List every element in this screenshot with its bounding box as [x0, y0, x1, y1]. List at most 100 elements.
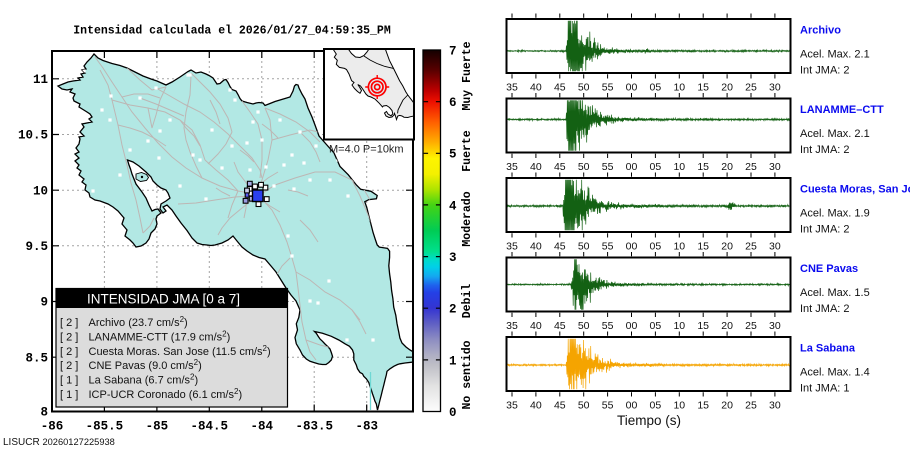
svg-text:-83.5: -83.5: [295, 420, 333, 434]
svg-text:6: 6: [449, 96, 457, 110]
svg-text:25: 25: [745, 82, 757, 94]
svg-text:Debil: Debil: [461, 284, 474, 319]
svg-text:00: 00: [626, 400, 638, 412]
svg-text:8.5: 8.5: [25, 351, 48, 365]
svg-text:Moderado: Moderado: [461, 191, 474, 246]
svg-text:35: 35: [506, 82, 518, 94]
svg-text:35: 35: [506, 161, 518, 173]
svg-text:20: 20: [721, 82, 733, 94]
svg-text:5: 5: [449, 148, 457, 162]
svg-text:[ 1 ]: [ 1 ]: [60, 375, 78, 387]
svg-text:10: 10: [673, 82, 685, 94]
svg-text:20: 20: [721, 400, 733, 412]
svg-text:2: 2: [449, 303, 457, 317]
svg-text:45: 45: [554, 82, 566, 94]
svg-text:50: 50: [578, 320, 590, 332]
svg-text:55: 55: [602, 241, 614, 253]
svg-text:55: 55: [602, 82, 614, 94]
svg-text:Intensidad calculada el 2026/0: Intensidad calculada el 2026/01/27_04:59…: [73, 25, 391, 38]
svg-text:3: 3: [449, 251, 457, 265]
svg-text:M=4.0 P=10km: M=4.0 P=10km: [329, 144, 404, 156]
svg-text:Int JMA: 2: Int JMA: 2: [800, 144, 850, 156]
svg-text:Int JMA: 2: Int JMA: 2: [800, 223, 850, 235]
svg-text:40: 40: [530, 161, 542, 173]
svg-text:15: 15: [697, 82, 709, 94]
svg-text:35: 35: [506, 241, 518, 253]
svg-text:00: 00: [626, 241, 638, 253]
svg-text:-85: -85: [146, 420, 169, 434]
svg-text:La Sabana: La Sabana: [800, 343, 856, 355]
svg-text:INTENSIDAD JMA [0 a 7]: INTENSIDAD JMA [0 a 7]: [87, 292, 240, 307]
svg-text:25: 25: [745, 161, 757, 173]
svg-text:-83: -83: [355, 420, 378, 434]
svg-text:30: 30: [769, 320, 781, 332]
svg-text:35: 35: [506, 400, 518, 412]
svg-text:05: 05: [650, 161, 662, 173]
svg-text:11: 11: [33, 73, 48, 87]
svg-text:40: 40: [530, 320, 542, 332]
svg-text:10.5: 10.5: [18, 129, 48, 143]
svg-text:50: 50: [578, 241, 590, 253]
svg-text:05: 05: [650, 241, 662, 253]
svg-text:-85.5: -85.5: [86, 420, 124, 434]
svg-text:Fuerte: Fuerte: [461, 130, 474, 172]
svg-text:20: 20: [721, 320, 733, 332]
svg-text:[ 2 ]: [ 2 ]: [60, 317, 78, 329]
svg-text:55: 55: [602, 161, 614, 173]
svg-text:30: 30: [769, 241, 781, 253]
svg-text:10: 10: [673, 320, 685, 332]
svg-text:00: 00: [626, 82, 638, 94]
svg-text:Archivo: Archivo: [800, 25, 841, 37]
svg-text:Acel. Max. 1.9: Acel. Max. 1.9: [800, 207, 870, 219]
svg-text:LISUCR 20260127225938: LISUCR 20260127225938: [3, 437, 115, 448]
svg-text:15: 15: [697, 161, 709, 173]
svg-text:-84.5: -84.5: [191, 420, 229, 434]
svg-text:30: 30: [769, 161, 781, 173]
svg-text:45: 45: [554, 400, 566, 412]
svg-text:Int JMA: 2: Int JMA: 2: [800, 303, 850, 315]
svg-text:20: 20: [721, 161, 733, 173]
svg-text:45: 45: [554, 320, 566, 332]
svg-text:35: 35: [506, 320, 518, 332]
svg-text:05: 05: [650, 400, 662, 412]
svg-text:[ 2 ]: [ 2 ]: [60, 346, 78, 358]
svg-text:05: 05: [650, 82, 662, 94]
svg-text:05: 05: [650, 320, 662, 332]
svg-text:Int JMA: 1: Int JMA: 1: [800, 382, 850, 394]
svg-text:-86: -86: [41, 420, 64, 434]
svg-text:10: 10: [33, 184, 48, 198]
svg-text:Cuesta Moras, San Jose: Cuesta Moras, San Jose: [800, 184, 910, 196]
svg-text:Muy Fuerte: Muy Fuerte: [461, 41, 474, 110]
svg-text:10: 10: [673, 400, 685, 412]
svg-text:LANAMME-CTT (17.9 cm/s2): LANAMME-CTT (17.9 cm/s2): [89, 329, 231, 343]
svg-text:50: 50: [578, 161, 590, 173]
svg-text:LANAMME–CTT: LANAMME–CTT: [800, 104, 884, 116]
svg-text:40: 40: [530, 241, 542, 253]
svg-text:Int JMA: 2: Int JMA: 2: [800, 64, 850, 76]
svg-text:15: 15: [697, 320, 709, 332]
svg-text:25: 25: [745, 400, 757, 412]
svg-text:4: 4: [449, 199, 457, 213]
svg-text:Acel. Max. 2.1: Acel. Max. 2.1: [800, 48, 870, 60]
svg-text:Tiempo (s): Tiempo (s): [617, 413, 681, 428]
svg-text:9: 9: [40, 296, 48, 310]
svg-text:[ 1 ]: [ 1 ]: [60, 389, 78, 401]
svg-text:ICP-UCR Coronado (6.1 cm/s2): ICP-UCR Coronado (6.1 cm/s2): [89, 387, 243, 401]
svg-text:8: 8: [40, 406, 48, 420]
svg-text:La Sabana (6.7 cm/s2): La Sabana (6.7 cm/s2): [89, 373, 199, 387]
svg-text:50: 50: [578, 82, 590, 94]
svg-text:55: 55: [602, 320, 614, 332]
svg-text:40: 40: [530, 82, 542, 94]
svg-text:[ 2 ]: [ 2 ]: [60, 360, 78, 372]
svg-text:30: 30: [769, 400, 781, 412]
svg-text:25: 25: [745, 241, 757, 253]
svg-text:9.5: 9.5: [25, 240, 48, 254]
svg-text:45: 45: [554, 161, 566, 173]
svg-text:0: 0: [449, 406, 457, 420]
svg-text:10: 10: [673, 241, 685, 253]
svg-text:Acel. Max. 2.1: Acel. Max. 2.1: [800, 128, 870, 140]
svg-text:00: 00: [626, 161, 638, 173]
svg-text:15: 15: [697, 400, 709, 412]
svg-text:10: 10: [673, 161, 685, 173]
svg-text:CNE Pavas (9.0 cm/s2): CNE Pavas (9.0 cm/s2): [89, 358, 202, 372]
